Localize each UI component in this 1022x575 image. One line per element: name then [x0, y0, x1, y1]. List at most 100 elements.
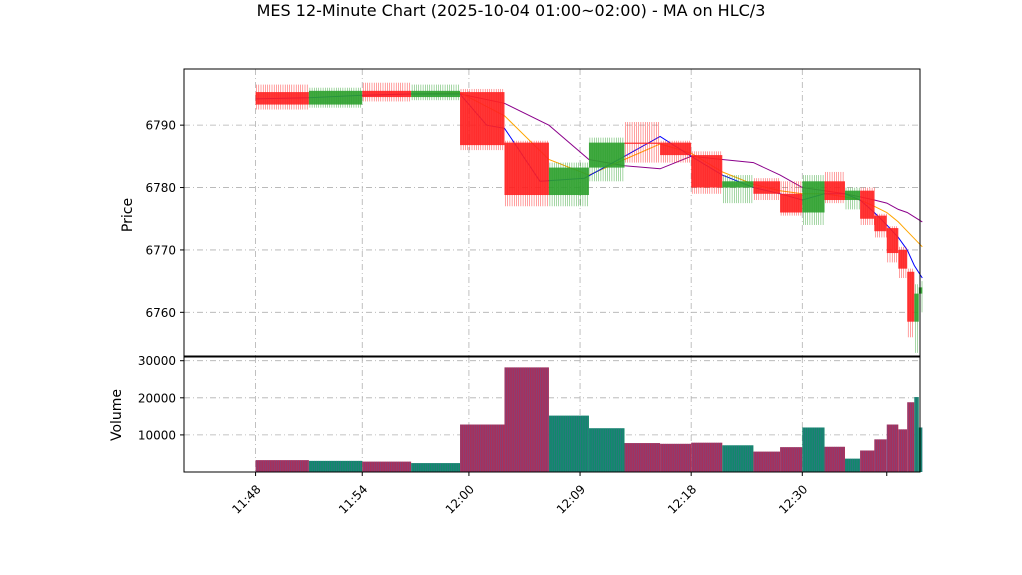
volume-tick-label: 10000 — [138, 428, 176, 442]
volume-bar-fill — [362, 461, 412, 472]
volume-bar-fill — [308, 460, 363, 472]
volume-bar — [722, 445, 754, 472]
candle — [308, 87, 363, 108]
candle-body — [907, 271, 915, 322]
candle — [802, 175, 825, 225]
volume-bar-fill — [860, 450, 875, 472]
candle-body — [255, 92, 309, 105]
candle-body — [914, 293, 919, 322]
price-tick-label: 6790 — [145, 119, 176, 133]
price-tick-label: 6780 — [145, 181, 176, 195]
volume-bar — [914, 397, 919, 472]
volume-bar — [504, 367, 549, 472]
candle-body — [588, 142, 625, 168]
price-tick-label: 6760 — [145, 306, 176, 320]
candle — [898, 246, 908, 279]
volume-axis-label: Volume — [109, 389, 125, 441]
volume-bar — [308, 460, 363, 472]
time-tick-label: 11:54 — [336, 482, 370, 516]
volume-bar-fill — [691, 442, 723, 472]
candle — [460, 88, 505, 151]
price-candles — [255, 82, 923, 353]
candle — [860, 187, 875, 225]
candle — [824, 171, 845, 204]
candle — [624, 122, 661, 163]
volume-bar — [460, 424, 505, 472]
candle — [362, 82, 412, 102]
time-tick-label: 12:09 — [554, 482, 588, 516]
volume-bar — [660, 443, 692, 472]
volume-bar-fill — [504, 367, 549, 472]
candle-body — [308, 90, 363, 105]
candle-body — [874, 215, 887, 232]
price-tick-label: 6770 — [145, 243, 176, 257]
ma-slow-line — [411, 93, 923, 223]
volume-bar — [362, 461, 412, 472]
candle — [753, 178, 781, 201]
volume-bar — [886, 424, 899, 472]
candle-body — [548, 167, 589, 196]
candle-body — [780, 193, 803, 213]
chart-title: MES 12-Minute Chart (2025-10-04 01:00~02… — [257, 1, 766, 20]
time-axis: 11:48 11:54 12:00 12:09 12:18 12:30 — [229, 472, 888, 517]
candle — [918, 281, 923, 313]
candle-body — [886, 228, 899, 254]
volume-bar-fill — [886, 424, 899, 472]
ma-mid-line — [362, 92, 923, 248]
candle — [722, 175, 754, 204]
candle — [907, 268, 915, 338]
candle-body — [860, 190, 875, 219]
volume-bar — [918, 427, 923, 472]
volume-panel-frame — [183, 356, 921, 473]
candle-body — [844, 190, 861, 201]
time-tick-label: 12:18 — [665, 482, 699, 516]
volume-tick-label: 20000 — [138, 391, 176, 405]
time-tick-label: 11:48 — [229, 482, 263, 516]
volume-bar-fill — [411, 463, 461, 472]
candle-body — [691, 155, 723, 188]
time-tick-label: 12:00 — [443, 482, 477, 516]
candle — [691, 151, 723, 194]
candle-body — [898, 249, 908, 269]
candle — [255, 84, 309, 110]
volume-bar — [255, 460, 309, 472]
candle — [548, 162, 589, 207]
volume-bar — [874, 439, 887, 472]
volume-bar — [691, 442, 723, 472]
volume-bar-fill — [907, 402, 915, 472]
candle-body — [411, 90, 461, 98]
volume-bar-fill — [722, 445, 754, 472]
volume-bar-fill — [548, 415, 589, 472]
candle-body — [918, 287, 923, 294]
candle-body — [624, 142, 661, 144]
volume-bar — [780, 447, 803, 472]
candle — [914, 284, 919, 353]
candle — [844, 187, 861, 210]
candle — [588, 137, 625, 182]
volume-bar — [844, 458, 861, 472]
volume-bar — [907, 402, 915, 472]
volume-bar — [824, 446, 845, 472]
price-axis-label: Price — [120, 198, 136, 232]
volume-bar — [624, 443, 661, 472]
candle-body — [722, 181, 754, 188]
candle — [660, 140, 692, 163]
price-axis: 6760 6770 6780 6790 — [145, 119, 184, 320]
volume-axis: 10000 20000 30000 — [138, 354, 184, 442]
volume-bar — [753, 451, 781, 472]
candle-body — [824, 181, 845, 201]
candle-body — [504, 142, 549, 196]
candle — [780, 181, 803, 216]
candle-body — [753, 181, 781, 194]
candle-body — [460, 92, 505, 146]
volume-bar-fill — [255, 460, 309, 472]
volume-bars — [255, 367, 923, 472]
candle-body — [660, 142, 692, 156]
price-panel-frame — [183, 68, 921, 357]
volume-bar — [548, 415, 589, 472]
time-tick-label: 12:30 — [776, 482, 810, 516]
candle-body — [362, 90, 412, 98]
volume-bar — [898, 429, 908, 472]
volume-bar-fill — [874, 439, 887, 472]
